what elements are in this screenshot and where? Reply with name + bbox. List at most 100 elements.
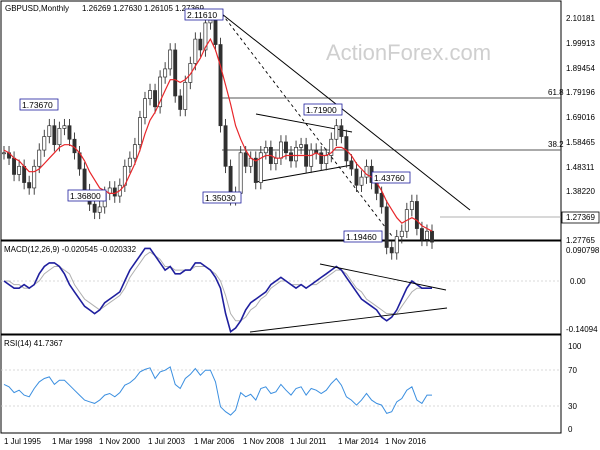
candle-body <box>148 90 152 100</box>
candle-body <box>349 160 354 170</box>
candle-body <box>294 147 298 162</box>
ohlc-close: 1.27369 <box>175 4 204 13</box>
price-tick: 1.69016 <box>566 113 595 122</box>
candle-body <box>193 38 198 64</box>
candle-body <box>430 230 434 243</box>
candle-body <box>409 201 414 210</box>
price-box-text: 1.35030 <box>205 193 236 203</box>
x-tick-label: 1 Mar 2006 <box>194 437 235 446</box>
price-tick: 1.89454 <box>566 64 595 73</box>
candle-body <box>334 125 339 140</box>
candle-body <box>57 128 62 146</box>
candle-body <box>208 19 213 24</box>
candle-body <box>425 230 429 240</box>
candle-body <box>359 176 364 186</box>
candle-body <box>17 165 22 175</box>
candle-body <box>82 168 87 192</box>
candle-body <box>309 149 314 167</box>
candle-body <box>299 144 304 148</box>
price-tick: 2.10181 <box>566 14 595 23</box>
candle-body <box>218 44 223 127</box>
price-tick: 1.79196 <box>566 88 595 97</box>
candle-body <box>384 206 389 248</box>
trendline-upper <box>221 13 471 211</box>
candle-body <box>253 157 258 183</box>
price-box-1-35030: 1.35030 <box>202 191 242 204</box>
candle-body <box>364 165 369 178</box>
candle-body <box>389 247 394 254</box>
macd-tick: -0.14094 <box>566 325 598 334</box>
candle-body <box>319 152 324 164</box>
candle-body <box>32 165 37 189</box>
candle-body <box>324 155 329 164</box>
candle-body <box>339 125 344 137</box>
price-box-text: 1.36800 <box>70 191 101 201</box>
price-tick: 1.58465 <box>566 138 595 147</box>
trendline-dashed <box>221 13 393 237</box>
x-tick-label: 1 Jul 1995 <box>4 437 41 446</box>
candle-body <box>399 230 404 238</box>
price-axis: 2.10181 1.99913 1.89454 1.79196 1.69016 … <box>566 14 595 245</box>
x-tick-label: 1 Mar 2014 <box>338 437 379 446</box>
price-box-1-71900: 1.71900 <box>303 103 343 116</box>
candle-body <box>127 157 132 167</box>
price-tick: 1.27765 <box>566 236 595 245</box>
candle-body <box>329 138 334 156</box>
level-label-61-8: 61.8 <box>548 88 564 97</box>
candle-body <box>168 49 173 70</box>
candle-body <box>203 22 208 51</box>
candle-body <box>263 147 268 154</box>
macd-line <box>3 247 432 334</box>
candle-body <box>132 144 137 159</box>
candle-body <box>12 157 17 175</box>
price-box-1-43760: 1.43760 <box>371 171 411 184</box>
candle-body <box>273 157 278 164</box>
current-price-marker <box>561 211 600 224</box>
x-tick-label: 1 Jul 2011 <box>290 437 327 446</box>
candle-body <box>223 125 228 167</box>
candle-body <box>278 141 283 159</box>
ohlc-high: 1.27630 <box>113 4 142 13</box>
candle-body <box>42 136 47 151</box>
time-axis: 1 Jul 1995 1 Mar 1998 1 Nov 2000 1 Jul 2… <box>4 437 426 446</box>
candle-body <box>188 63 193 83</box>
candle-body <box>258 152 263 183</box>
moving-average-line <box>3 37 433 232</box>
candle-body <box>22 165 27 183</box>
x-tick-label: 1 Jul 2003 <box>148 437 185 446</box>
rsi-tick: 0 <box>568 425 573 434</box>
price-panel-frame <box>0 0 562 241</box>
candle-body <box>344 136 349 162</box>
price-box-text: 1.71900 <box>306 105 337 115</box>
x-tick-label: 1 Nov 2000 <box>99 437 140 446</box>
current-price-label: 1.27369 <box>566 213 595 222</box>
candle-body <box>158 76 163 108</box>
price-box-text: 2.11610 <box>187 10 217 20</box>
level-label-38-2: 38.2 <box>548 140 564 149</box>
candle-body <box>163 68 168 78</box>
candle-body <box>213 19 218 45</box>
candle-body <box>2 152 6 155</box>
price-panel-title: GBPUSD,Monthly <box>5 4 69 13</box>
macd-signal-line <box>4 251 432 322</box>
candle-body <box>178 95 183 110</box>
price-box-1-36800: 1.36800 <box>67 189 107 202</box>
candle-body <box>92 203 97 213</box>
price-box-2-11610: 2.11610 <box>184 8 224 21</box>
triangle-lower-line <box>255 164 353 183</box>
macd-trendline-lower <box>249 307 448 333</box>
ohlc-low: 1.26105 <box>144 4 173 13</box>
rsi-panel-title: RSI(14) 41.7367 <box>4 339 63 348</box>
watermark: ActionForex.com <box>326 40 491 65</box>
macd-tick: 0.090798 <box>566 246 600 255</box>
candle-body <box>173 49 178 97</box>
candles <box>2 13 434 260</box>
price-tick: 1.38220 <box>566 187 595 196</box>
price-tick: 1.48311 <box>566 163 595 172</box>
rsi-tick: 100 <box>568 342 582 351</box>
candle-body <box>52 125 57 146</box>
x-tick-label: 1 Nov 2008 <box>243 437 284 446</box>
candle-body <box>72 138 77 154</box>
rsi-tick: 30 <box>568 402 577 411</box>
